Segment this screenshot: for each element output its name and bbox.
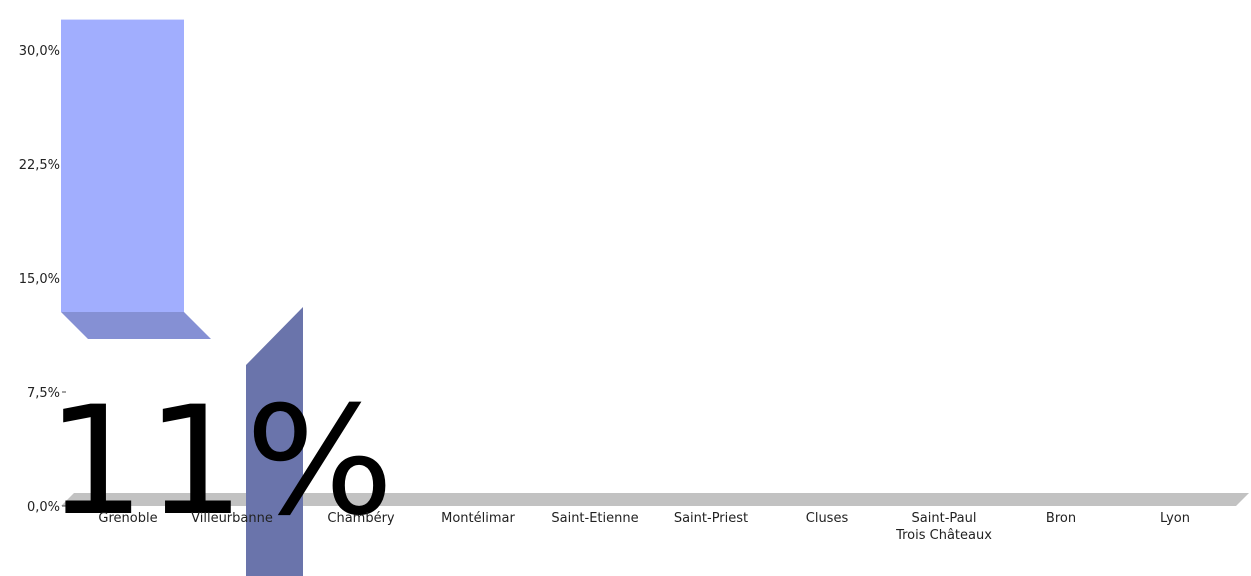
x-tick-label: Bron [1046,511,1076,526]
x-tick-label: Grenoble [98,511,157,526]
y-tick-label: 15,0% [19,272,60,287]
x-tick-label-line: Grenoble [98,511,157,526]
x-tick-label: Lyon [1160,511,1190,526]
y-tick-label: 0,0% [27,500,60,515]
x-tick-label: Chambéry [327,511,395,526]
x-tick-label-line: Trois Châteaux [895,528,992,543]
overlay-group: 11% [46,375,394,549]
x-tick-label: Saint-Priest [674,511,748,526]
x-tick-label-line: Lyon [1160,511,1190,526]
bar-grenoble-shade [61,312,211,339]
chart-floor-group [61,493,1249,506]
x-tick-label-line: Saint-Priest [674,511,748,526]
x-tick-label-line: Bron [1046,511,1076,526]
x-tick-label-line: Chambéry [327,511,395,526]
x-tick-label: Saint-Etienne [551,511,638,526]
y-tick-label: 30,0% [19,44,60,59]
x-tick-label-line: Villeurbanne [191,511,273,526]
x-tick-label-line: Saint-Etienne [551,511,638,526]
bar-grenoble [61,19,184,312]
y-tick-label: 22,5% [19,158,60,173]
y-tick-label: 7,5% [27,386,60,401]
x-tick-label-line: Saint-Paul [912,511,977,526]
chart-floor [61,493,1249,506]
x-tick-label: Saint-Paul Trois Châteaux [895,511,992,543]
x-tick-label: Villeurbanne [191,511,273,526]
x-axis-labels-group: Grenoble Villeurbanne Chambéry Montélimar Sa… [98,511,1190,543]
bar-villeurbanne [246,307,303,576]
y-axis-group: 0,0% 7,5% 15,0% 22,5% 30,0% [19,44,66,515]
x-tick-label-line: Cluses [806,511,849,526]
bars-group [61,19,303,576]
x-tick-label: Cluses [806,511,849,526]
overlay-value-text: 11% [46,375,394,549]
x-tick-label-line: Montélimar [441,511,515,526]
x-tick-label: Montélimar [441,511,515,526]
